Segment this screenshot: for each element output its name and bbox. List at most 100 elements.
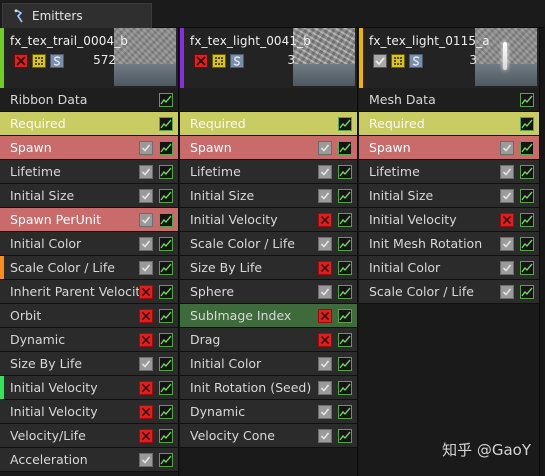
module-row[interactable]: Initial Color <box>359 256 539 280</box>
curve-editor-icon[interactable] <box>520 188 534 203</box>
module-row[interactable]: Mesh Data <box>359 88 539 112</box>
module-row[interactable]: Initial Color <box>0 232 178 256</box>
module-row[interactable]: Initial Color <box>180 352 357 376</box>
module-row[interactable]: Initial Velocity <box>359 208 539 232</box>
disable-x-icon[interactable] <box>194 54 208 68</box>
emitter-header[interactable]: fx_tex_light_0041_b 3 <box>180 28 357 88</box>
module-disabled-checkbox[interactable] <box>139 284 153 299</box>
module-enabled-checkbox[interactable] <box>318 428 332 443</box>
module-disabled-checkbox[interactable] <box>318 260 332 275</box>
curve-editor-icon[interactable] <box>159 260 173 275</box>
curve-editor-icon[interactable] <box>520 92 534 107</box>
module-row[interactable]: Initial Size <box>180 184 357 208</box>
curve-editor-icon[interactable] <box>338 380 352 395</box>
module-enabled-checkbox[interactable] <box>139 236 153 251</box>
module-row[interactable]: Initial Velocity <box>0 376 178 400</box>
curve-editor-icon[interactable] <box>338 332 352 347</box>
curve-editor-icon[interactable] <box>520 236 534 251</box>
module-row[interactable]: Inherit Parent Velocity <box>0 280 178 304</box>
curve-editor-icon[interactable] <box>159 428 173 443</box>
module-row[interactable]: Initial Velocity <box>0 400 178 424</box>
curve-editor-icon[interactable] <box>338 284 352 299</box>
module-row[interactable]: Scale Color / Life <box>180 232 357 256</box>
check-icon[interactable] <box>373 54 387 68</box>
module-row[interactable]: Spawn <box>359 136 539 160</box>
curve-editor-icon[interactable] <box>338 140 352 155</box>
module-row[interactable]: Required <box>180 112 357 136</box>
curve-editor-icon[interactable] <box>338 356 352 371</box>
curve-editor-icon[interactable] <box>159 308 173 323</box>
module-row[interactable]: Init Mesh Rotation <box>359 232 539 256</box>
module-row[interactable]: Velocity/Life <box>0 424 178 448</box>
module-enabled-checkbox[interactable] <box>139 452 153 467</box>
curve-editor-icon[interactable] <box>338 260 352 275</box>
curve-editor-icon[interactable] <box>338 188 352 203</box>
curve-editor-icon[interactable] <box>159 140 173 155</box>
curve-editor-icon[interactable] <box>520 212 534 227</box>
module-enabled-checkbox[interactable] <box>500 164 514 179</box>
solo-icon[interactable] <box>212 54 226 68</box>
module-enabled-checkbox[interactable] <box>500 284 514 299</box>
module-row[interactable]: Drag <box>180 328 357 352</box>
solo-icon[interactable] <box>32 54 46 68</box>
module-enabled-checkbox[interactable] <box>318 188 332 203</box>
tab-emitters[interactable]: Emitters <box>2 3 152 28</box>
module-enabled-checkbox[interactable] <box>139 164 153 179</box>
module-enabled-checkbox[interactable] <box>500 140 514 155</box>
module-row[interactable]: Size By Life <box>180 256 357 280</box>
s-icon[interactable] <box>230 54 244 68</box>
disable-x-icon[interactable] <box>14 54 28 68</box>
module-disabled-checkbox[interactable] <box>139 332 153 347</box>
module-row[interactable]: Ribbon Data <box>0 88 178 112</box>
module-disabled-checkbox[interactable] <box>318 332 332 347</box>
curve-editor-icon[interactable] <box>159 212 173 227</box>
module-row[interactable]: Sphere <box>180 280 357 304</box>
module-row[interactable]: Lifetime <box>0 160 178 184</box>
curve-editor-icon[interactable] <box>520 284 534 299</box>
module-enabled-checkbox[interactable] <box>139 356 153 371</box>
curve-editor-icon[interactable] <box>338 212 352 227</box>
module-disabled-checkbox[interactable] <box>139 308 153 323</box>
module-disabled-checkbox[interactable] <box>139 428 153 443</box>
module-enabled-checkbox[interactable] <box>318 380 332 395</box>
curve-editor-icon[interactable] <box>159 116 173 131</box>
module-enabled-checkbox[interactable] <box>139 260 153 275</box>
curve-editor-icon[interactable] <box>159 236 173 251</box>
module-row[interactable]: Initial Velocity <box>180 208 357 232</box>
module-enabled-checkbox[interactable] <box>500 260 514 275</box>
module-row[interactable]: Dynamic <box>0 328 178 352</box>
module-disabled-checkbox[interactable] <box>500 212 514 227</box>
curve-editor-icon[interactable] <box>520 164 534 179</box>
module-disabled-checkbox[interactable] <box>318 308 332 323</box>
module-row[interactable]: Orbit <box>0 304 178 328</box>
curve-editor-icon[interactable] <box>338 164 352 179</box>
module-row[interactable]: Spawn <box>0 136 178 160</box>
module-row[interactable]: Initial Size <box>359 184 539 208</box>
module-enabled-checkbox[interactable] <box>318 356 332 371</box>
curve-editor-icon[interactable] <box>159 284 173 299</box>
module-row[interactable]: Spawn PerUnit <box>0 208 178 232</box>
module-enabled-checkbox[interactable] <box>318 164 332 179</box>
curve-editor-icon[interactable] <box>520 116 534 131</box>
curve-editor-icon[interactable] <box>159 404 173 419</box>
curve-editor-icon[interactable] <box>159 332 173 347</box>
curve-editor-icon[interactable] <box>520 260 534 275</box>
emitter-header[interactable]: fx_tex_trail_0004_b 572 <box>0 28 178 88</box>
emitter-header[interactable]: fx_tex_light_0115_a 3 <box>359 28 539 88</box>
curve-editor-icon[interactable] <box>338 308 352 323</box>
module-row[interactable]: Scale Color / Life <box>0 256 178 280</box>
module-row[interactable] <box>180 88 357 112</box>
curve-editor-icon[interactable] <box>338 428 352 443</box>
module-enabled-checkbox[interactable] <box>139 140 153 155</box>
module-disabled-checkbox[interactable] <box>318 212 332 227</box>
module-disabled-checkbox[interactable] <box>139 404 153 419</box>
curve-editor-icon[interactable] <box>159 92 173 107</box>
module-enabled-checkbox[interactable] <box>500 236 514 251</box>
curve-editor-icon[interactable] <box>338 236 352 251</box>
module-row[interactable]: Velocity Cone <box>180 424 357 448</box>
module-row[interactable]: Init Rotation (Seed) <box>180 376 357 400</box>
solo-icon[interactable] <box>391 54 405 68</box>
module-enabled-checkbox[interactable] <box>139 188 153 203</box>
module-row[interactable]: Dynamic <box>180 400 357 424</box>
curve-editor-icon[interactable] <box>338 404 352 419</box>
